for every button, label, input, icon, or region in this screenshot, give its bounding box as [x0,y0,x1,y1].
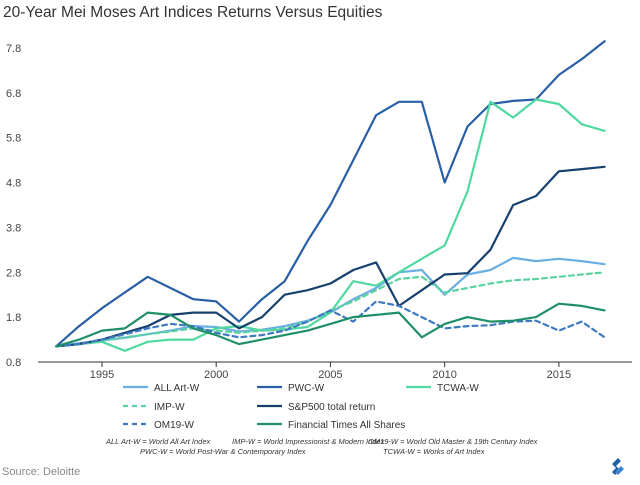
y-tick-label: 2.8 [6,267,21,279]
legend-label: S&P500 total return [288,402,375,413]
legend-label: IMP-W [154,402,185,413]
legend-item: TCWA-W [406,383,479,394]
legend-label: ALL Art-W [154,383,200,394]
note-om19: OM19-W = World Old Master & 19th Century… [368,437,538,446]
chart-title: 20-Year Mei Moses Art Indices Returns Ve… [3,4,383,21]
series-layer [55,40,606,352]
x-tick-label: 2010 [432,369,456,381]
axes: 0.8 1.8 2.8 3.8 4.8 5.8 6.8 7.8 1995 2000 2005 2010… [6,43,632,381]
x-tick-label: 2000 [204,369,228,381]
note-pwc: PWC-W = World Post-War & Contemporary In… [140,447,306,456]
y-tick-label: 1.8 [6,312,21,324]
series-line-pwc-w [55,40,606,348]
legend-item: S&P500 total return [257,402,375,413]
series-line-tcwa-w [55,98,606,352]
y-tick-label: 3.8 [6,222,21,234]
legend-item: Financial Times All Shares [257,420,405,431]
legend-label: Financial Times All Shares [288,420,405,431]
toptal-logo-icon [612,458,624,475]
x-tick-label: 2005 [318,369,342,381]
legend-item: IMP-W [123,402,185,413]
legend-item: OM19-W [123,420,195,431]
series-line-s-p500-total-return [55,165,606,348]
series-line-all-art-w [55,256,606,348]
note-tcwa: TCWA-W = Works of Art Index [383,447,485,456]
x-tick-label: 2015 [547,369,571,381]
y-tick-label: 0.8 [6,357,21,369]
legend-item: ALL Art-W [123,383,200,394]
y-tick-label: 6.8 [6,88,21,100]
x-tick-label: 1995 [90,369,114,381]
legend-label: OM19-W [154,420,195,431]
source-note: Source: Deloitte [2,466,81,478]
legend-label: TCWA-W [437,383,479,394]
legend: ALL Art-W PWC-W TCWA-W IMP-W S&P500 total re… [123,383,479,431]
y-tick-label: 7.8 [6,43,21,55]
note-all-art: ALL Art-W = World All Art Index [105,437,211,446]
y-tick-label: 5.8 [6,133,21,145]
legend-label: PWC-W [288,383,325,394]
note-imp: IMP-W = World Impressionist & Modern Ind… [232,437,385,446]
series-line-financial-times-all-shares [55,302,606,348]
index-notes: ALL Art-W = World All Art Index IMP-W = … [105,437,538,456]
y-tick-label: 4.8 [6,178,21,190]
legend-item: PWC-W [257,383,325,394]
